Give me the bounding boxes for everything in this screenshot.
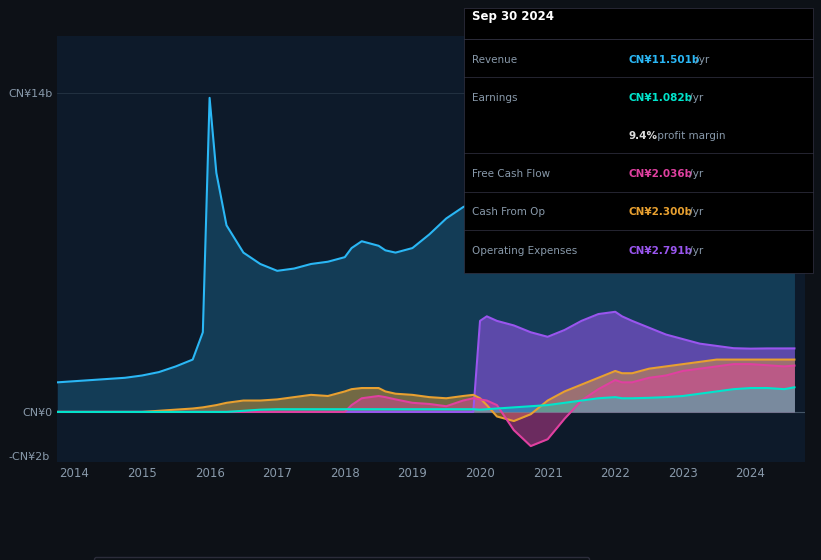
Text: Cash From Op: Cash From Op xyxy=(472,207,545,217)
Text: /yr: /yr xyxy=(686,169,703,179)
Text: /yr: /yr xyxy=(692,55,709,65)
Text: Revenue: Revenue xyxy=(472,55,517,65)
Text: Earnings: Earnings xyxy=(472,93,517,103)
Text: /yr: /yr xyxy=(686,245,703,255)
Text: -CN¥2b: -CN¥2b xyxy=(9,452,50,463)
Text: CN¥1.082b: CN¥1.082b xyxy=(628,93,692,103)
Text: Operating Expenses: Operating Expenses xyxy=(472,245,577,255)
Legend: Revenue, Earnings, Free Cash Flow, Cash From Op, Operating Expenses: Revenue, Earnings, Free Cash Flow, Cash … xyxy=(94,557,589,560)
Text: 9.4%: 9.4% xyxy=(628,131,657,141)
Text: profit margin: profit margin xyxy=(654,131,725,141)
Text: CN¥2.300b: CN¥2.300b xyxy=(628,207,692,217)
Text: /yr: /yr xyxy=(686,207,703,217)
Text: /yr: /yr xyxy=(686,93,703,103)
Text: CN¥2.036b: CN¥2.036b xyxy=(628,169,692,179)
Text: CN¥11.501b: CN¥11.501b xyxy=(628,55,699,65)
Text: Sep 30 2024: Sep 30 2024 xyxy=(472,10,554,23)
Text: CN¥2.791b: CN¥2.791b xyxy=(628,245,692,255)
Text: Free Cash Flow: Free Cash Flow xyxy=(472,169,550,179)
